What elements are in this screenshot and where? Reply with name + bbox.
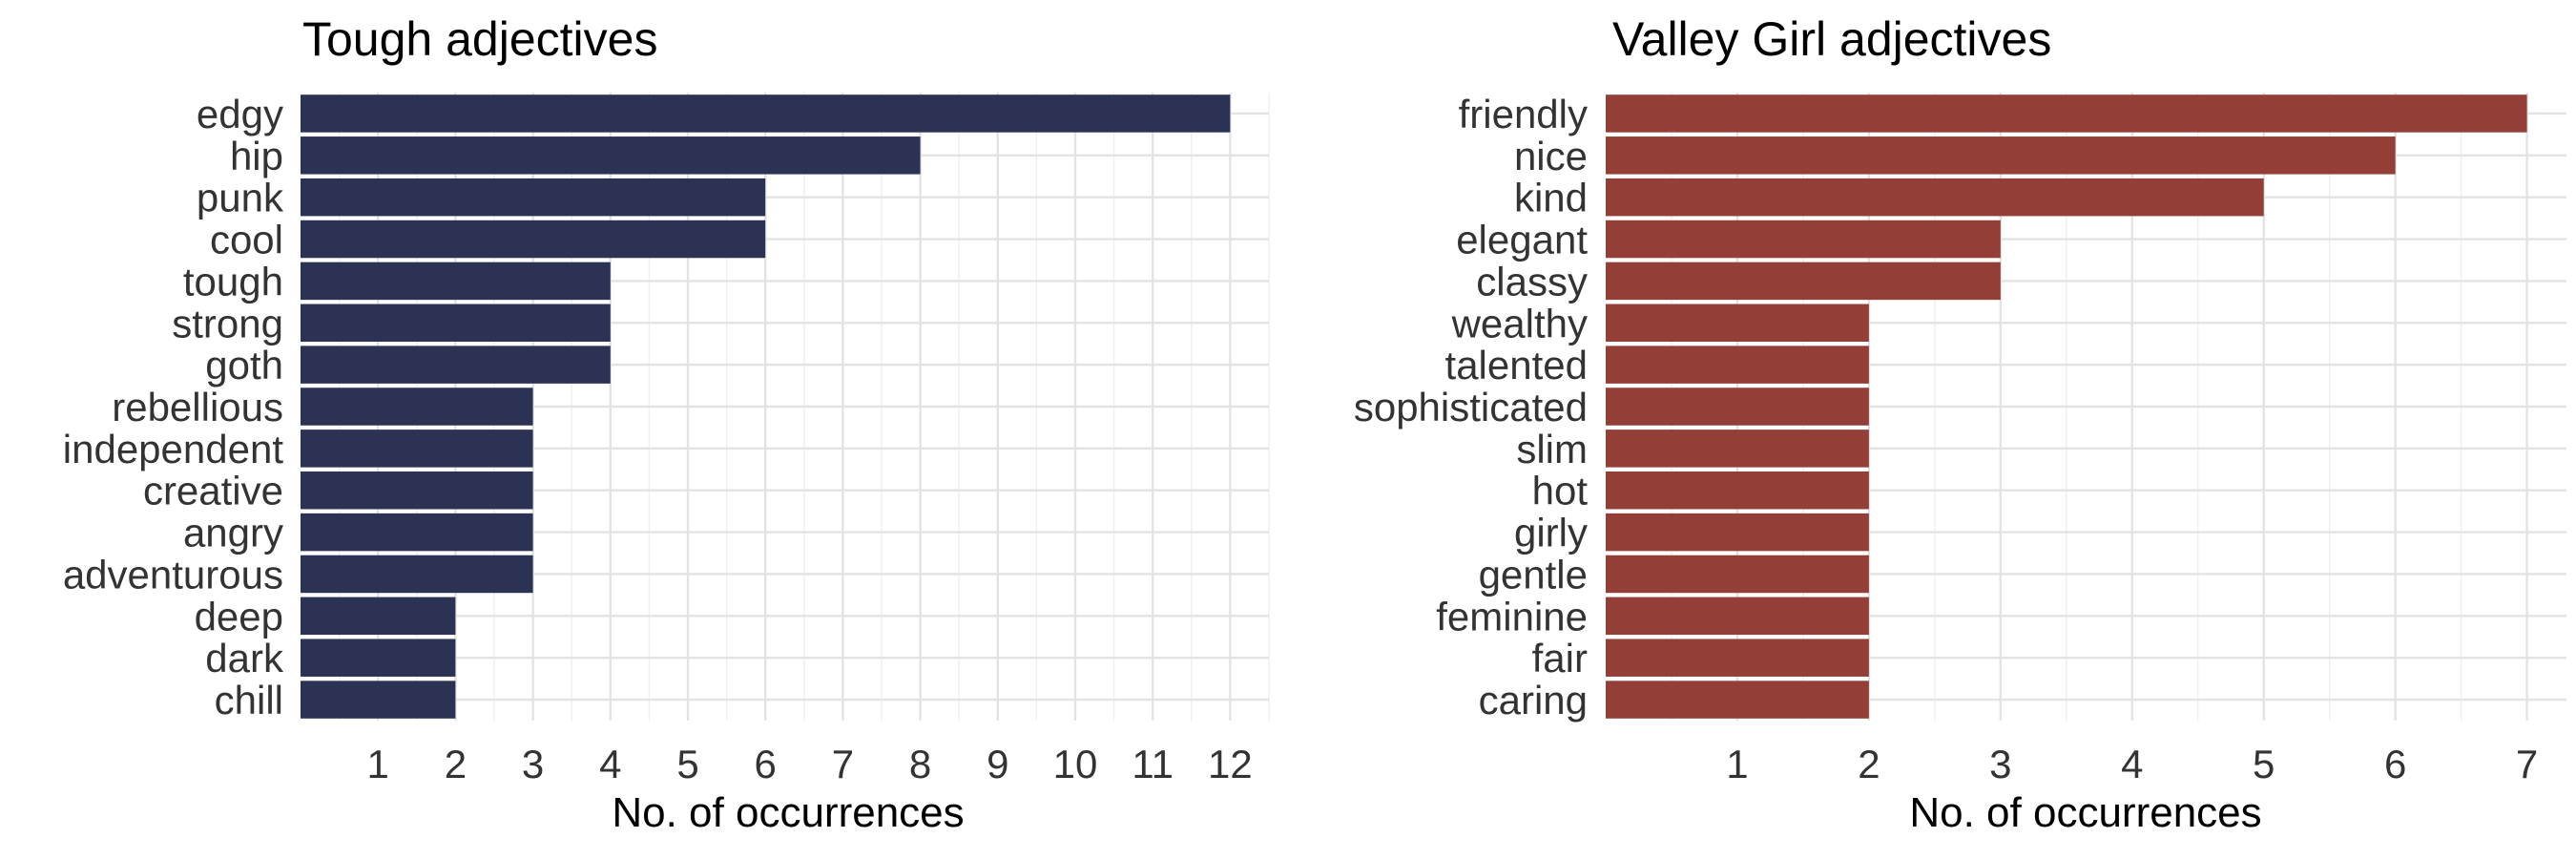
category-label-tough: tough [183,259,283,304]
bar-gentle [1606,555,1869,594]
x-tick-labels: 1 2 3 4 5 6 7 [1726,742,2538,786]
category-label-cool: cool [210,218,283,262]
x-axis-title: No. of occurrences [612,789,964,836]
bar-nice [1606,136,2396,175]
bar-creative [301,471,533,510]
chart-title: Valley Girl adjectives [1612,12,2051,66]
category-label-feminine: feminine [1436,594,1588,639]
bar-wealthy [1606,304,1869,343]
x-tick-label: 10 [1053,742,1098,786]
bar-punk [301,178,766,217]
category-label-slim: slim [1516,427,1588,471]
x-tick-labels: 1 2 3 4 5 6 7 8 9 10 11 12 [367,742,1253,786]
category-label-classy: classy [1476,259,1588,304]
category-label-hot: hot [1532,469,1589,513]
x-tick-label: 9 [987,742,1008,786]
category-label-angry: angry [183,511,283,555]
x-tick-label: 2 [445,742,467,786]
x-tick-label: 4 [2121,742,2143,786]
category-label-elegant: elegant [1456,218,1588,262]
bar-hip [301,136,921,175]
bar-strong [301,304,611,343]
bar-caring [1606,681,1869,719]
x-tick-label: 7 [2516,742,2538,786]
bar-talented [1606,346,1869,384]
category-label-sophisticated: sophisticated [1354,385,1588,430]
bar-friendly [1606,94,2527,133]
category-label-talented: talented [1445,343,1588,388]
x-tick-label: 8 [909,742,931,786]
x-tick-label: 5 [2253,742,2275,786]
bar-goth [301,346,611,384]
bar-elegant [1606,220,2001,259]
category-label-caring: caring [1479,678,1588,723]
bar-fair [1606,639,1869,677]
x-tick-label: 6 [2384,742,2406,786]
x-tick-label: 7 [832,742,854,786]
bar-hot [1606,471,1869,510]
bars [1606,94,2527,719]
category-label-punk: punk [197,176,284,220]
bar-cool [301,220,766,259]
category-label-creative: creative [143,469,283,513]
category-label-nice: nice [1514,134,1588,178]
category-labels: edgyhippunkcooltoughstronggothrebellious… [63,92,284,723]
category-label-adventurous: adventurous [63,552,283,597]
bar-rebellious [301,388,533,426]
category-label-strong: strong [172,301,283,346]
bar-edgy [301,94,1231,133]
x-tick-label: 1 [367,742,389,786]
chart-title: Tough adjectives [302,12,657,66]
x-tick-label: 4 [599,742,621,786]
bar-angry [301,513,533,552]
bar-tough [301,262,611,301]
x-tick-label: 2 [1858,742,1880,786]
x-axis-title: No. of occurrences [1909,789,2261,836]
bar-classy [1606,262,2001,301]
category-label-wealthy: wealthy [1451,301,1588,346]
bars [301,94,1231,719]
x-tick-label: 3 [522,742,544,786]
x-tick-label: 11 [1132,742,1174,786]
category-label-girly: girly [1514,511,1588,555]
category-label-kind: kind [1514,176,1588,220]
category-label-hip: hip [230,134,283,178]
category-label-gentle: gentle [1479,552,1588,597]
category-label-edgy: edgy [197,92,283,136]
tough-adjectives-panel: Tough adjectives edgyhippunkcooltoughstr… [63,12,1270,836]
bar-feminine [1606,597,1869,636]
category-label-fair: fair [1532,636,1588,681]
bar-slim [1606,430,1869,468]
category-label-friendly: friendly [1459,92,1588,136]
x-tick-label: 1 [1726,742,1748,786]
category-labels: friendlynicekindelegantclassywealthytale… [1354,92,1588,723]
category-label-deep: deep [195,594,283,639]
bar-sophisticated [1606,388,1869,426]
bar-independent [301,430,533,468]
category-label-goth: goth [205,343,283,388]
category-label-chill: chill [215,678,283,723]
x-tick-label: 12 [1208,742,1253,786]
category-label-dark: dark [205,636,284,681]
bar-kind [1606,178,2264,217]
category-label-independent: independent [63,427,284,471]
bar-deep [301,597,456,636]
category-label-rebellious: rebellious [112,385,283,430]
bar-adventurous [301,555,533,594]
bar-girly [1606,513,1869,552]
x-tick-label: 6 [755,742,777,786]
valley-girl-adjectives-panel: Valley Girl adjectives friendlynicekinde… [1354,12,2566,836]
x-tick-label: 5 [676,742,698,786]
x-tick-label: 3 [1989,742,2011,786]
bar-chill [301,681,456,719]
bar-dark [301,639,456,677]
